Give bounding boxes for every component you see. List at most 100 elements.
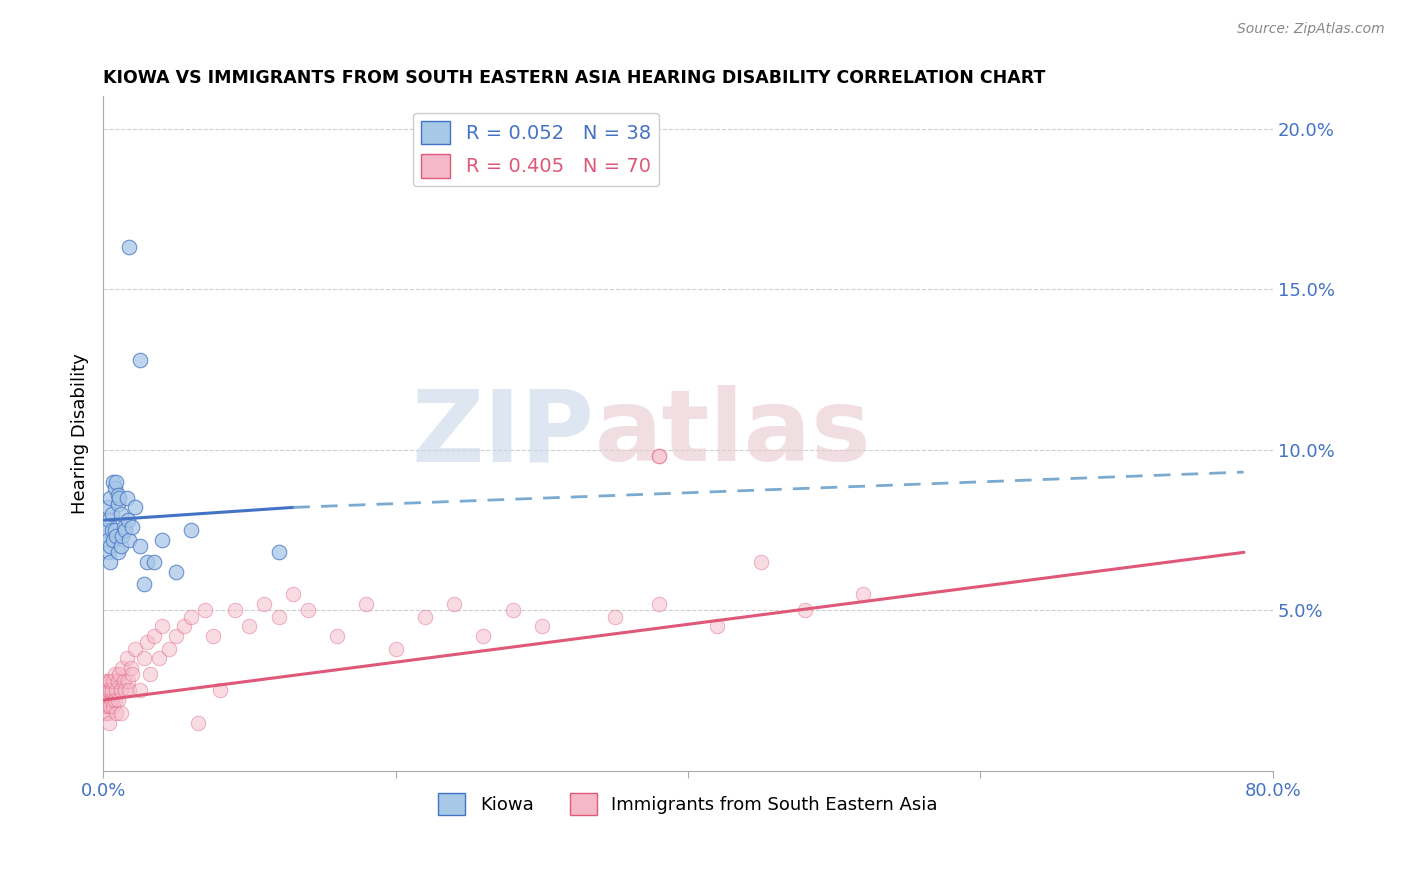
Point xyxy=(96,500,118,515)
Point xyxy=(118,240,141,254)
Point xyxy=(128,539,150,553)
Point xyxy=(105,529,128,543)
Point xyxy=(114,683,136,698)
Point xyxy=(139,667,162,681)
Point xyxy=(100,683,122,698)
Point xyxy=(96,683,118,698)
Point xyxy=(96,533,118,547)
Point xyxy=(107,673,129,688)
Point xyxy=(238,619,260,633)
Text: Source: ZipAtlas.com: Source: ZipAtlas.com xyxy=(1237,22,1385,37)
Point xyxy=(794,603,817,617)
Point xyxy=(121,519,143,533)
Point xyxy=(107,487,129,501)
Text: atlas: atlas xyxy=(595,385,872,482)
Point xyxy=(267,609,290,624)
Point xyxy=(297,603,319,617)
Point xyxy=(98,715,121,730)
Point xyxy=(114,523,136,537)
Point xyxy=(173,619,195,633)
Point xyxy=(101,683,124,698)
Point xyxy=(107,497,129,511)
Point xyxy=(100,539,122,553)
Point xyxy=(101,523,124,537)
Point xyxy=(852,587,875,601)
Point xyxy=(443,597,465,611)
Point xyxy=(253,597,276,611)
Point xyxy=(148,651,170,665)
Point xyxy=(103,699,125,714)
Point xyxy=(108,667,131,681)
Point xyxy=(98,545,121,559)
Point xyxy=(117,673,139,688)
Point xyxy=(100,699,122,714)
Point xyxy=(749,555,772,569)
Point xyxy=(472,629,495,643)
Point xyxy=(648,597,671,611)
Point xyxy=(108,491,131,505)
Point xyxy=(110,706,132,720)
Text: KIOWA VS IMMIGRANTS FROM SOUTH EASTERN ASIA HEARING DISABILITY CORRELATION CHART: KIOWA VS IMMIGRANTS FROM SOUTH EASTERN A… xyxy=(103,69,1046,87)
Point xyxy=(124,500,146,515)
Point xyxy=(107,545,129,559)
Point xyxy=(128,352,150,367)
Point xyxy=(98,673,121,688)
Point xyxy=(93,706,115,720)
Point xyxy=(117,513,139,527)
Point xyxy=(180,523,202,537)
Point xyxy=(101,693,124,707)
Point xyxy=(121,667,143,681)
Point xyxy=(224,603,246,617)
Point xyxy=(110,683,132,698)
Point xyxy=(104,481,127,495)
Point xyxy=(110,539,132,553)
Point xyxy=(94,699,117,714)
Point xyxy=(105,683,128,698)
Point xyxy=(100,555,122,569)
Point xyxy=(603,609,626,624)
Point xyxy=(107,693,129,707)
Point xyxy=(98,699,121,714)
Point xyxy=(136,635,159,649)
Point xyxy=(111,661,134,675)
Point xyxy=(143,629,166,643)
Point xyxy=(124,641,146,656)
Point xyxy=(326,629,349,643)
Point xyxy=(165,565,187,579)
Legend: Kiowa, Immigrants from South Eastern Asia: Kiowa, Immigrants from South Eastern Asi… xyxy=(432,786,945,822)
Point xyxy=(157,641,180,656)
Y-axis label: Hearing Disability: Hearing Disability xyxy=(72,353,89,514)
Point xyxy=(187,715,209,730)
Point xyxy=(100,673,122,688)
Point xyxy=(209,683,232,698)
Point xyxy=(150,619,173,633)
Point xyxy=(104,693,127,707)
Point xyxy=(110,507,132,521)
Point xyxy=(103,673,125,688)
Point xyxy=(103,533,125,547)
Point xyxy=(94,673,117,688)
Point xyxy=(530,619,553,633)
Point xyxy=(384,641,406,656)
Point xyxy=(502,603,524,617)
Point xyxy=(356,597,378,611)
Point xyxy=(143,555,166,569)
Point xyxy=(115,491,138,505)
Point xyxy=(103,475,125,489)
Point xyxy=(112,519,135,533)
Point xyxy=(132,577,155,591)
Point xyxy=(165,629,187,643)
Point xyxy=(105,475,128,489)
Point xyxy=(180,609,202,624)
Point xyxy=(118,683,141,698)
Point xyxy=(194,603,217,617)
Point xyxy=(96,693,118,707)
Point xyxy=(150,533,173,547)
Point xyxy=(94,523,117,537)
Point xyxy=(93,693,115,707)
Point xyxy=(94,683,117,698)
Point xyxy=(111,529,134,543)
Point xyxy=(98,513,121,527)
Point xyxy=(128,683,150,698)
Point xyxy=(267,545,290,559)
